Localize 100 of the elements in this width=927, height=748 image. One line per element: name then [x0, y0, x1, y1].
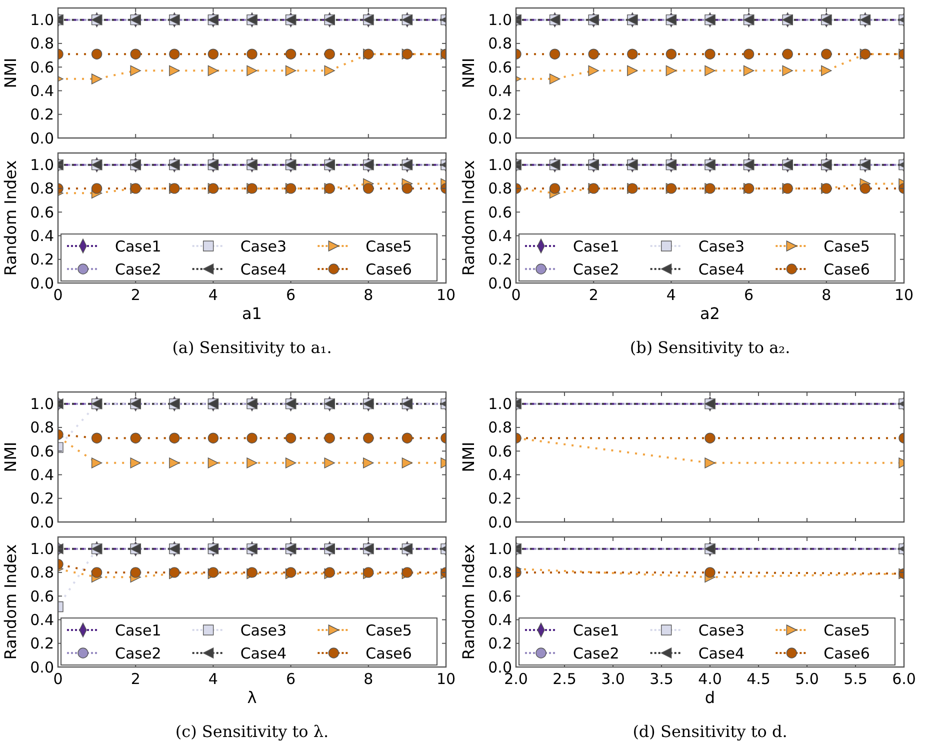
y-tick-label: 0.6	[30, 587, 54, 606]
legend-label: Case5	[824, 237, 870, 256]
x-tick-label: 4	[666, 286, 676, 304]
y-tick-label: 0.8	[488, 564, 512, 582]
y-tick-label: 0.8	[488, 34, 512, 53]
y-tick-label: 0.2	[30, 106, 54, 124]
x-tick-label: 4	[208, 670, 218, 688]
legend-label: Case3	[698, 237, 745, 256]
x-tick-label: 6	[744, 286, 754, 304]
y-tick-label: 0.0	[30, 513, 54, 532]
y-axis-title: NMI	[459, 58, 478, 88]
y-tick-label: 0.8	[30, 418, 54, 437]
x-tick-label: 2	[130, 286, 140, 304]
x-tick-label: 8	[364, 286, 374, 304]
y-axis-title: Random Index	[1, 160, 20, 276]
legend-label: Case1	[573, 621, 620, 640]
y-tick-label: 1.0	[30, 156, 54, 174]
legend-label: Case6	[824, 260, 870, 278]
x-tick-label: 4.5	[746, 670, 770, 688]
y-tick-label: 0.6	[30, 203, 54, 222]
y-tick-label: 1.0	[30, 11, 54, 30]
y-tick-label: 0.6	[488, 442, 512, 460]
x-tick-label: 6	[286, 286, 296, 304]
legend-label: Case4	[240, 260, 287, 278]
legend-label: Case6	[366, 644, 412, 662]
y-tick-label: 0.6	[488, 58, 512, 76]
y-tick-label: 1.0	[488, 395, 512, 414]
x-axis-title: a2	[700, 304, 720, 323]
text: (d) Sensitivity to d.	[632, 722, 788, 741]
y-tick-label: 0.4	[30, 226, 54, 245]
y-tick-label: 0.0	[488, 274, 512, 292]
x-axis-title: a1	[242, 304, 262, 323]
x-tick-label: 8	[822, 286, 832, 304]
legend-label: Case3	[240, 237, 287, 256]
y-tick-label: 1.0	[488, 540, 512, 558]
x-tick-label: 0	[511, 286, 521, 304]
x-tick-label: 3.5	[650, 670, 674, 688]
y-tick-label: 0.8	[30, 34, 54, 53]
y-tick-label: 0.8	[488, 180, 512, 198]
y-tick-label: 0.4	[30, 466, 54, 484]
y-tick-label: 0.4	[30, 610, 54, 629]
x-tick-label: 0	[53, 286, 63, 304]
x-tick-label: 3.0	[601, 670, 625, 688]
legend-label: Case6	[824, 644, 870, 662]
x-tick-label: 0	[53, 670, 63, 688]
legend-label: Case5	[824, 621, 870, 640]
x-tick-label: 5.0	[795, 670, 819, 688]
y-axis-title: NMI	[1, 442, 20, 472]
y-tick-label: 1.0	[488, 156, 512, 174]
legend-label: Case4	[698, 260, 745, 278]
y-tick-label: 0.0	[30, 129, 54, 148]
y-tick-label: 0.6	[30, 442, 54, 460]
y-axis-title: Random Index	[459, 544, 478, 660]
x-tick-label: 2	[588, 286, 598, 304]
y-tick-label: 0.4	[488, 610, 512, 629]
x-axis-title: d	[704, 688, 716, 707]
y-tick-label: 0.2	[488, 106, 512, 124]
x-tick-label: 10	[436, 286, 456, 304]
y-tick-label: 0.6	[488, 203, 512, 222]
y-tick-label: 0.4	[488, 82, 512, 100]
y-tick-label: 0.6	[488, 587, 512, 606]
y-axis-title: NMI	[459, 442, 478, 472]
y-tick-label: 0.0	[488, 513, 512, 532]
y-tick-label: 0.0	[30, 658, 54, 676]
legend-label: Case3	[240, 621, 287, 640]
x-tick-label: 4.0	[698, 670, 722, 688]
text: (a) Sensitivity to a₁.	[172, 338, 332, 357]
x-tick-label: 8	[364, 670, 374, 688]
legend-label: Case4	[698, 644, 745, 662]
legend-label: Case5	[366, 621, 412, 640]
legend-label: Case3	[698, 621, 745, 640]
x-tick-label: 10	[894, 286, 914, 304]
x-tick-label: 10	[436, 670, 456, 688]
text: (c) Sensitivity to λ.	[175, 722, 329, 741]
y-axis-title: Random Index	[1, 544, 20, 660]
y-tick-label: 0.2	[30, 634, 54, 653]
y-tick-label: 0.2	[30, 490, 54, 508]
legend-label: Case1	[115, 621, 162, 640]
y-tick-label: 0.2	[488, 490, 512, 508]
y-tick-label: 1.0	[488, 11, 512, 30]
x-tick-label: 4	[208, 286, 218, 304]
legend-label: Case1	[573, 237, 620, 256]
y-tick-label: 0.2	[30, 250, 54, 269]
y-tick-label: 0.0	[30, 274, 54, 292]
x-tick-label: 6.0	[892, 670, 916, 688]
legend-label: Case6	[366, 260, 412, 278]
y-tick-label: 0.4	[488, 466, 512, 484]
legend-label: Case2	[573, 260, 620, 278]
legend-label: Case5	[366, 237, 412, 256]
y-tick-label: 0.0	[488, 129, 512, 148]
y-tick-label: 1.0	[30, 540, 54, 558]
legend-label: Case4	[240, 644, 287, 662]
y-axis-title: Random Index	[459, 160, 478, 276]
x-tick-label: 5.5	[844, 670, 868, 688]
x-tick-label: 2.5	[552, 670, 576, 688]
y-tick-label: 0.2	[488, 250, 512, 269]
text: (b) Sensitivity to a₂.	[630, 338, 790, 357]
legend-label: Case2	[115, 644, 162, 662]
legend-label: Case1	[115, 237, 162, 256]
x-axis-title: λ	[247, 688, 257, 707]
